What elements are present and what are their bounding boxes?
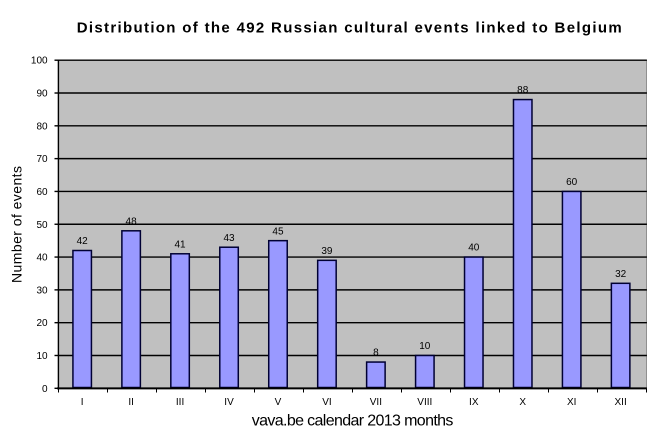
svg-text:100: 100 — [31, 56, 48, 67]
svg-text:II: II — [128, 397, 134, 408]
svg-text:90: 90 — [36, 89, 48, 100]
svg-text:32: 32 — [615, 269, 627, 280]
svg-text:42: 42 — [77, 236, 89, 247]
svg-text:40: 40 — [468, 243, 480, 254]
svg-text:VII: VII — [370, 397, 382, 408]
svg-text:XI: XI — [567, 397, 576, 408]
svg-text:IX: IX — [469, 397, 479, 408]
svg-text:VI: VI — [322, 397, 331, 408]
svg-text:V: V — [275, 397, 282, 408]
svg-text:10: 10 — [36, 351, 48, 362]
svg-text:80: 80 — [36, 121, 48, 132]
svg-text:8: 8 — [373, 348, 379, 359]
svg-text:VIII: VIII — [417, 397, 432, 408]
svg-text:60: 60 — [36, 187, 48, 198]
svg-text:40: 40 — [36, 253, 48, 264]
svg-text:39: 39 — [321, 246, 333, 257]
svg-text:30: 30 — [36, 285, 48, 296]
svg-text:48: 48 — [126, 216, 138, 227]
svg-text:60: 60 — [566, 177, 578, 188]
svg-text:I: I — [81, 397, 84, 408]
svg-text:88: 88 — [517, 85, 529, 96]
svg-text:III: III — [176, 397, 184, 408]
svg-text:70: 70 — [36, 154, 48, 165]
svg-text:XII: XII — [615, 397, 627, 408]
svg-text:Number of events: Number of events — [8, 166, 24, 283]
svg-text:41: 41 — [175, 239, 187, 250]
svg-text:Distribution of the 492 Russia: Distribution of the 492 Russian cultural… — [77, 19, 622, 36]
svg-text:IV: IV — [224, 397, 234, 408]
svg-text:45: 45 — [272, 226, 284, 237]
svg-text:43: 43 — [223, 233, 235, 244]
svg-text:0: 0 — [42, 384, 48, 395]
svg-text:vava.be calendar 2013 months: vava.be calendar 2013 months — [252, 412, 454, 429]
svg-text:50: 50 — [36, 220, 48, 231]
svg-text:20: 20 — [36, 318, 48, 329]
svg-text:10: 10 — [419, 341, 431, 352]
svg-text:X: X — [519, 397, 526, 408]
